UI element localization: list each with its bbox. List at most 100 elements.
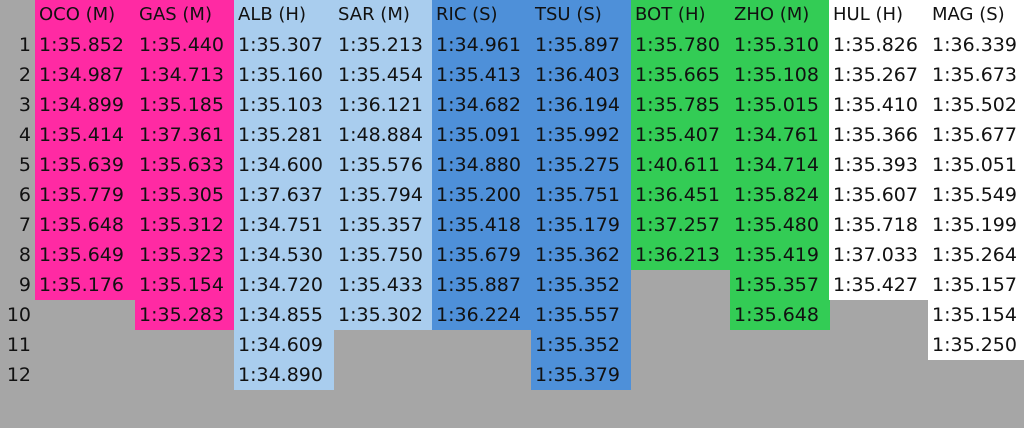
- lap-time-cell: 1:35.673: [932, 64, 1017, 86]
- lap-time-cell: 1:37.637: [238, 184, 323, 206]
- lap-time-cell: 1:35.213: [338, 34, 423, 56]
- row-number: 8: [18, 244, 31, 266]
- lap-time-cell: 1:35.751: [535, 184, 620, 206]
- lap-time-cell: 1:35.199: [932, 214, 1017, 236]
- row-number: 12: [6, 364, 31, 386]
- lap-time-cell: 1:35.633: [139, 154, 224, 176]
- lap-time-cell: 1:35.179: [535, 214, 620, 236]
- lap-time-cell: 1:35.824: [734, 184, 819, 206]
- lap-time-cell: 1:37.361: [139, 124, 224, 146]
- lap-time-cell: 1:48.884: [338, 124, 423, 146]
- lap-time-cell: 1:36.451: [635, 184, 720, 206]
- lap-time-cell: 1:35.665: [635, 64, 720, 86]
- lap-time-cell: 1:35.307: [238, 34, 323, 56]
- lap-time-cell: 1:35.897: [535, 34, 620, 56]
- lap-time-cell: 1:35.852: [39, 34, 124, 56]
- driver-header: OCO (M): [39, 4, 116, 25]
- lap-time-cell: 1:34.761: [734, 124, 819, 146]
- lap-time-cell: 1:34.751: [238, 214, 323, 236]
- lap-time-cell: 1:35.312: [139, 214, 224, 236]
- driver-header: ZHO (M): [734, 4, 810, 25]
- lap-time-cell: 1:35.576: [338, 154, 423, 176]
- lap-time-cell: 1:35.785: [635, 94, 720, 116]
- lap-time-cell: 1:35.357: [734, 274, 819, 296]
- lap-time-cell: 1:35.413: [436, 64, 521, 86]
- lap-time-cell: 1:35.275: [535, 154, 620, 176]
- lap-time-cell: 1:35.352: [535, 334, 620, 356]
- lap-time-cell: 1:36.194: [535, 94, 620, 116]
- driver-header: MAG (S): [932, 4, 1005, 25]
- lap-time-cell: 1:34.855: [238, 304, 323, 326]
- driver-header: BOT (H): [635, 4, 706, 25]
- lap-time-cell: 1:35.607: [833, 184, 918, 206]
- driver-column-background: [135, 0, 235, 330]
- row-number: 2: [18, 64, 31, 86]
- lap-time-cell: 1:35.480: [734, 214, 819, 236]
- lap-time-cell: 1:34.682: [436, 94, 521, 116]
- lap-time-cell: 1:35.264: [932, 244, 1017, 266]
- driver-column-background: [928, 0, 1024, 360]
- row-number: 3: [18, 94, 31, 116]
- lap-time-cell: 1:35.267: [833, 64, 918, 86]
- row-number: 4: [18, 124, 31, 146]
- lap-time-cell: 1:35.648: [39, 214, 124, 236]
- lap-time-cell: 1:35.407: [635, 124, 720, 146]
- lap-time-cell: 1:34.530: [238, 244, 323, 266]
- lap-time-cell: 1:35.433: [338, 274, 423, 296]
- lap-time-cell: 1:35.427: [833, 274, 918, 296]
- lap-time-cell: 1:35.091: [436, 124, 521, 146]
- driver-header: SAR (M): [338, 4, 410, 25]
- driver-column-background: [829, 0, 929, 300]
- lap-time-cell: 1:35.160: [238, 64, 323, 86]
- row-number: 9: [18, 274, 31, 296]
- lap-time-cell: 1:37.257: [635, 214, 720, 236]
- driver-header: HUL (H): [833, 4, 904, 25]
- lap-time-cell: 1:36.224: [436, 304, 521, 326]
- lap-time-cell: 1:34.714: [734, 154, 819, 176]
- lap-time-cell: 1:35.419: [734, 244, 819, 266]
- driver-column-background: [631, 0, 731, 270]
- lap-time-cell: 1:36.339: [932, 34, 1017, 56]
- lap-time-cell: 1:35.051: [932, 154, 1017, 176]
- lap-time-cell: 1:35.639: [39, 154, 124, 176]
- lap-time-cell: 1:35.502: [932, 94, 1017, 116]
- lap-time-cell: 1:35.283: [139, 304, 224, 326]
- driver-column-background: [35, 0, 135, 300]
- lap-time-cell: 1:35.750: [338, 244, 423, 266]
- lap-time-cell: 1:35.103: [238, 94, 323, 116]
- lap-time-cell: 1:35.677: [932, 124, 1017, 146]
- lap-time-cell: 1:35.440: [139, 34, 224, 56]
- lap-time-cell: 1:34.600: [238, 154, 323, 176]
- driver-header: RIC (S): [436, 4, 498, 25]
- lap-time-cell: 1:35.887: [436, 274, 521, 296]
- lap-time-cell: 1:35.323: [139, 244, 224, 266]
- row-number: 7: [18, 214, 31, 236]
- lap-time-cell: 1:35.779: [39, 184, 124, 206]
- lap-time-cell: 1:35.414: [39, 124, 124, 146]
- row-number: 5: [18, 154, 31, 176]
- lap-time-cell: 1:35.154: [932, 304, 1017, 326]
- driver-column-background: [432, 0, 532, 330]
- lap-time-cell: 1:35.718: [833, 214, 918, 236]
- lap-time-cell: 1:35.154: [139, 274, 224, 296]
- lap-time-cell: 1:35.549: [932, 184, 1017, 206]
- lap-time-cell: 1:35.366: [833, 124, 918, 146]
- driver-column-background: [730, 0, 830, 330]
- lap-time-cell: 1:35.108: [734, 64, 819, 86]
- driver-column-background: [334, 0, 434, 330]
- lap-time-cell: 1:35.305: [139, 184, 224, 206]
- lap-time-cell: 1:34.720: [238, 274, 323, 296]
- lap-time-cell: 1:35.200: [436, 184, 521, 206]
- lap-time-cell: 1:35.157: [932, 274, 1017, 296]
- lap-time-cell: 1:35.250: [932, 334, 1017, 356]
- lap-time-cell: 1:36.121: [338, 94, 423, 116]
- lap-time-cell: 1:36.403: [535, 64, 620, 86]
- lap-time-cell: 1:37.033: [833, 244, 918, 266]
- lap-time-cell: 1:35.557: [535, 304, 620, 326]
- lap-time-cell: 1:34.880: [436, 154, 521, 176]
- lap-time-cell: 1:35.281: [238, 124, 323, 146]
- lap-time-cell: 1:34.987: [39, 64, 124, 86]
- driver-header: GAS (M): [139, 4, 212, 25]
- lap-time-cell: 1:35.362: [535, 244, 620, 266]
